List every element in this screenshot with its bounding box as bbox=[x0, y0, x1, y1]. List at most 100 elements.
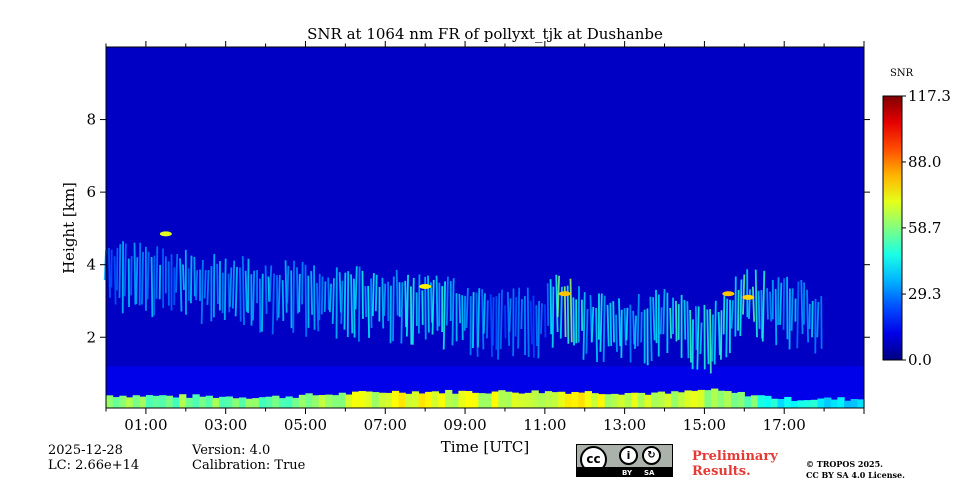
cloud-streak bbox=[616, 315, 617, 352]
surface-layer-cell bbox=[106, 395, 113, 408]
cloud-streak bbox=[356, 266, 357, 309]
cloud-streak bbox=[586, 309, 587, 354]
cloud-streak bbox=[330, 284, 331, 313]
surface-layer-cell bbox=[565, 394, 572, 408]
cloud-streak bbox=[715, 301, 716, 365]
preliminary-line2: Results. bbox=[692, 464, 778, 479]
cloud-streak bbox=[253, 271, 254, 321]
surface-layer-cell bbox=[312, 395, 319, 408]
surface-layer-cell bbox=[824, 397, 831, 408]
surface-layer-cell bbox=[219, 397, 226, 408]
cloud-streak bbox=[516, 297, 517, 336]
surface-layer-cell bbox=[691, 391, 698, 408]
preliminary-notice: Preliminary Results. bbox=[692, 449, 778, 479]
cloud-streak bbox=[373, 273, 374, 316]
cloud-streak bbox=[393, 277, 394, 342]
cloud-streak bbox=[553, 287, 554, 348]
cloud-streak bbox=[684, 300, 685, 340]
surface-layer-cell bbox=[279, 398, 286, 408]
surface-layer-cell bbox=[631, 393, 638, 408]
copyright-notice: © TROPOS 2025. CC BY SA 4.0 License. bbox=[806, 459, 905, 481]
cloud-streak bbox=[551, 279, 552, 334]
surface-layer-cell bbox=[731, 393, 738, 408]
cloud-streak bbox=[283, 280, 284, 321]
surface-layer-cell bbox=[598, 394, 605, 408]
cloud-streak bbox=[707, 310, 708, 365]
surface-layer-cell bbox=[538, 393, 545, 408]
cloud-streak bbox=[134, 243, 135, 305]
surface-layer-cell bbox=[591, 393, 598, 408]
cloud-streak bbox=[354, 279, 355, 338]
cloud-streak bbox=[710, 309, 711, 373]
cloud-streak bbox=[493, 297, 494, 346]
cloud-streak bbox=[724, 295, 725, 334]
surface-layer-cell bbox=[412, 391, 419, 408]
cloud-streak bbox=[541, 303, 542, 334]
cloud-streak bbox=[119, 244, 120, 298]
cloud-streak bbox=[262, 274, 263, 332]
cloud-streak bbox=[136, 257, 137, 304]
surface-layer-cell bbox=[352, 392, 359, 408]
cloud-streak bbox=[371, 279, 372, 329]
cloud-streak bbox=[397, 270, 398, 316]
surface-layer-cell bbox=[345, 394, 352, 408]
heatmap-background bbox=[106, 47, 864, 408]
surface-layer-cell bbox=[798, 400, 805, 408]
surface-layer-cell bbox=[837, 397, 844, 408]
surface-layer-cell bbox=[438, 393, 445, 408]
copyright-line2: CC BY SA 4.0 License. bbox=[806, 470, 905, 481]
cloud-streak bbox=[797, 281, 798, 348]
copyright-line1: © TROPOS 2025. bbox=[806, 459, 905, 470]
cloud-streak bbox=[487, 300, 488, 338]
cc-license-badge: cc i ↻ BY SA bbox=[576, 444, 673, 477]
surface-layer-cell bbox=[844, 401, 851, 408]
cloud-streak bbox=[240, 268, 241, 322]
cloud-streak bbox=[538, 301, 539, 358]
surface-layer-cell bbox=[146, 395, 153, 408]
cloud-streak bbox=[776, 289, 777, 345]
surface-layer-cell bbox=[266, 397, 273, 408]
surface-layer-cell bbox=[571, 392, 578, 408]
surface-layer-cell bbox=[625, 393, 632, 408]
cloud-streak bbox=[518, 288, 519, 349]
cloud-core bbox=[419, 284, 431, 289]
cloud-streak bbox=[482, 289, 483, 349]
cloud-streak bbox=[340, 272, 341, 312]
surface-layer-cell bbox=[246, 399, 253, 408]
surface-layer-cell bbox=[618, 395, 625, 408]
cloud-streak bbox=[452, 278, 453, 345]
colorbar-tick-label: 0.0 bbox=[908, 351, 932, 369]
surface-layer-cell bbox=[319, 395, 326, 408]
cloud-streak bbox=[663, 289, 664, 334]
x-tick-label: 03:00 bbox=[204, 416, 247, 434]
cloud-streak bbox=[545, 304, 546, 337]
cloud-streak bbox=[756, 270, 757, 338]
surface-layer-cell bbox=[339, 393, 346, 408]
cloud-streak bbox=[447, 277, 448, 326]
cloud-streak bbox=[509, 298, 510, 331]
cloud-streak bbox=[176, 254, 177, 293]
surface-layer-cell bbox=[299, 395, 306, 408]
x-tick-label: 17:00 bbox=[763, 416, 806, 434]
surface-layer-cell bbox=[645, 395, 652, 408]
cloud-streak bbox=[459, 294, 460, 323]
cloud-streak bbox=[462, 295, 463, 340]
cloud-streak bbox=[473, 292, 474, 348]
cloud-streak bbox=[676, 301, 677, 342]
colorbar-label: SNR bbox=[890, 68, 913, 79]
surface-layer-cell bbox=[445, 390, 452, 408]
surface-layer-cell bbox=[651, 393, 658, 408]
cloud-streak bbox=[604, 296, 605, 362]
surface-layer-cell bbox=[485, 393, 492, 408]
cloud-streak bbox=[749, 289, 750, 319]
cloud-streak bbox=[608, 305, 609, 346]
cloud-streak bbox=[767, 288, 768, 319]
cloud-streak bbox=[183, 264, 184, 290]
cloud-streak bbox=[596, 308, 597, 362]
surface-layer-cell bbox=[758, 395, 765, 408]
cloud-streak bbox=[433, 280, 434, 335]
colorbar: 117.388.058.729.30.0 bbox=[883, 87, 951, 369]
cloud-streak bbox=[428, 276, 429, 333]
surface-layer-cell bbox=[804, 400, 811, 408]
cloud-streak bbox=[202, 260, 203, 324]
